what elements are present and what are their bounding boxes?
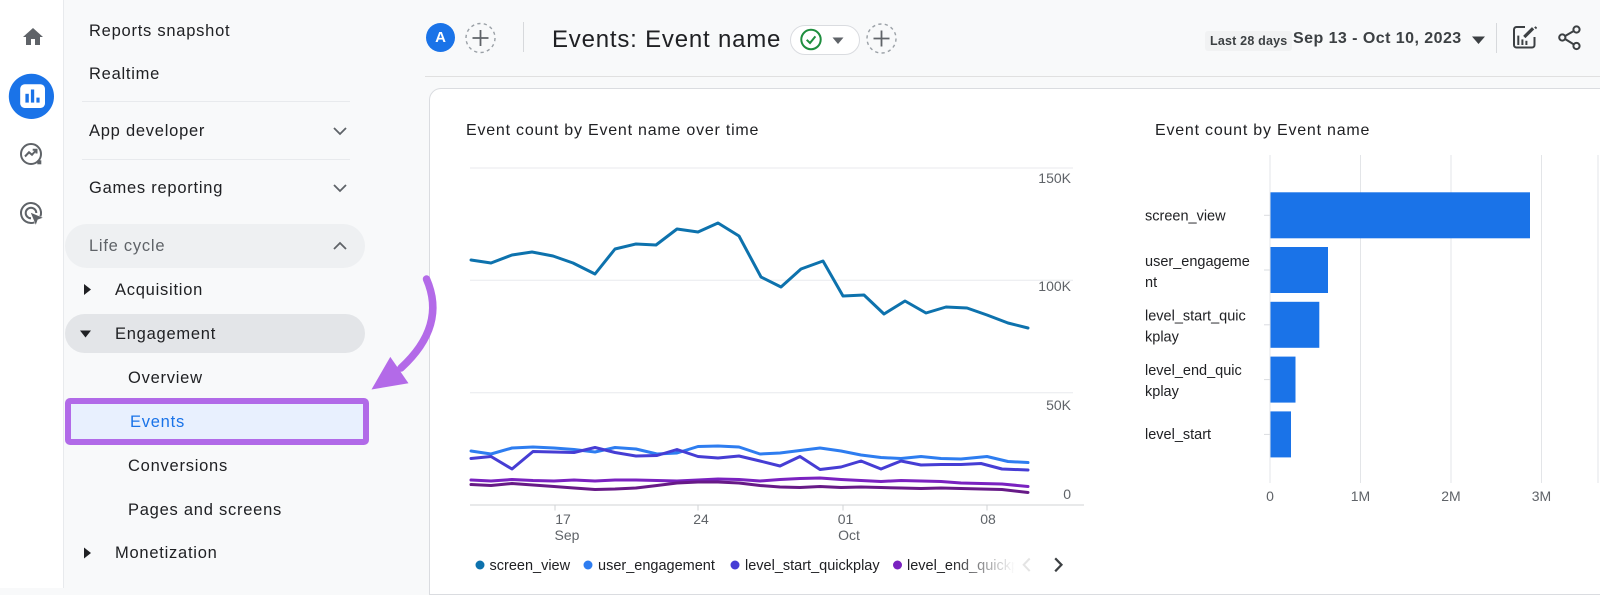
svg-text:level_start_quickplay: level_start_quickplay	[745, 558, 880, 574]
svg-text:01: 01	[838, 511, 854, 527]
svg-text:0: 0	[1063, 486, 1071, 502]
svg-text:nt: nt	[1145, 275, 1157, 291]
svg-text:100K: 100K	[1038, 278, 1071, 294]
svg-text:17: 17	[555, 511, 571, 527]
svg-text:kplay: kplay	[1145, 384, 1180, 400]
svg-text:24: 24	[693, 511, 709, 527]
svg-text:Oct: Oct	[838, 527, 860, 543]
svg-text:level_start_quic: level_start_quic	[1145, 309, 1246, 325]
svg-text:screen_view: screen_view	[1145, 209, 1226, 225]
svg-text:50K: 50K	[1046, 397, 1072, 413]
svg-text:screen_view: screen_view	[490, 558, 571, 574]
svg-text:kplay: kplay	[1145, 330, 1180, 346]
svg-text:08: 08	[980, 511, 996, 527]
svg-text:1M: 1M	[1351, 488, 1370, 504]
svg-text:2M: 2M	[1441, 488, 1460, 504]
svg-text:Sep: Sep	[555, 527, 580, 543]
svg-text:level_end_quic: level_end_quic	[1145, 363, 1242, 379]
svg-text:user_engagement: user_engagement	[598, 558, 715, 574]
svg-text:3M: 3M	[1532, 488, 1551, 504]
svg-text:level_start: level_start	[1145, 427, 1211, 443]
svg-text:0: 0	[1266, 488, 1274, 504]
svg-text:150K: 150K	[1038, 170, 1071, 186]
svg-text:user_engageme: user_engageme	[1145, 254, 1250, 270]
